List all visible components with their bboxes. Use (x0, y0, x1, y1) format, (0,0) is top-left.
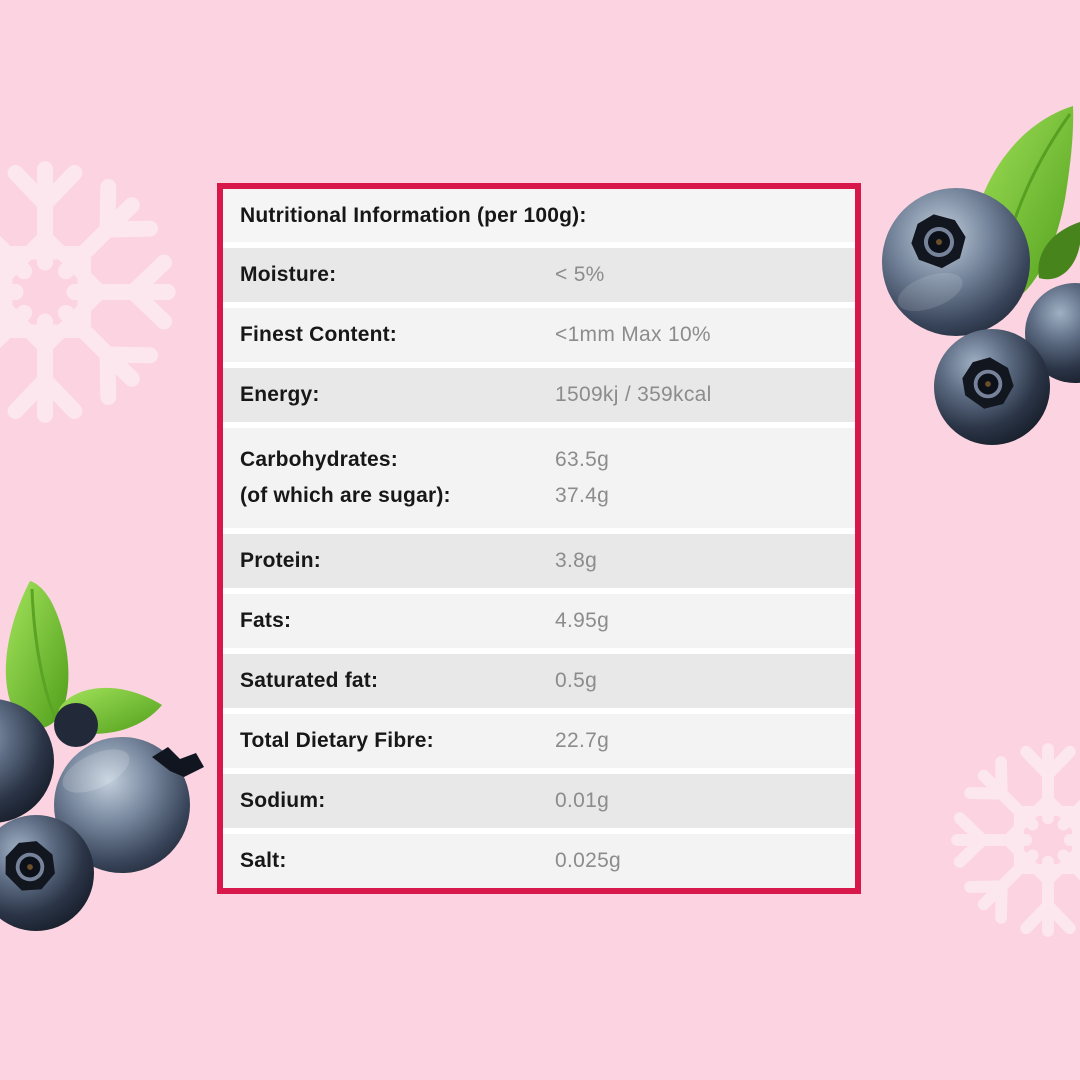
table-row: Saturated fat: 0.5g (223, 654, 855, 708)
table-line: Energy: 1509kj / 359kcal (223, 383, 855, 407)
table-row: Carbohydrates: 63.5g (of which are sugar):… (223, 428, 855, 528)
blueberries-icon (0, 581, 204, 931)
row-value: 4.95g (555, 609, 610, 632)
table-header: Nutritional Information (per 100g): (223, 189, 855, 242)
row-label: Energy: (240, 383, 320, 406)
table-row: Moisture: < 5% (223, 248, 855, 302)
table-row: Total Dietary Fibre: 22.7g (223, 714, 855, 768)
table-line: (of which are sugar): 37.4g (223, 484, 855, 508)
row-label: Saturated fat: (240, 669, 379, 692)
table-row: Finest Content: <1mm Max 10% (223, 308, 855, 362)
row-label: Moisture: (240, 263, 337, 286)
row-value: 22.7g (555, 729, 610, 752)
snowflake-icon (948, 740, 1080, 940)
table-row: Sodium: 0.01g (223, 774, 855, 828)
table-row: Salt: 0.025g (223, 834, 855, 888)
blueberries-icon (882, 106, 1080, 445)
row-label: (of which are sugar): (240, 484, 451, 507)
row-value: 0.5g (555, 669, 598, 692)
row-value: <1mm Max 10% (555, 323, 711, 346)
row-value: 0.025g (555, 849, 622, 872)
table-line: Total Dietary Fibre: 22.7g (223, 729, 855, 753)
table-line: Finest Content: <1mm Max 10% (223, 323, 855, 347)
table-row: Protein: 3.8g (223, 534, 855, 588)
table-row: Fats: 4.95g (223, 594, 855, 648)
row-value: 37.4g (555, 484, 610, 507)
row-label: Sodium: (240, 789, 326, 812)
row-value: 3.8g (555, 549, 598, 572)
table-line: Carbohydrates: 63.5g (223, 448, 855, 472)
table-line: Sodium: 0.01g (223, 789, 855, 813)
row-label: Finest Content: (240, 323, 397, 346)
row-value: 0.01g (555, 789, 610, 812)
row-value: 63.5g (555, 448, 610, 471)
snowflake-icon (0, 157, 180, 427)
row-value: 1509kj / 359kcal (555, 383, 712, 406)
row-label: Protein: (240, 549, 321, 572)
nutrition-table: Nutritional Information (per 100g): Mois… (217, 183, 861, 894)
table-line: Protein: 3.8g (223, 549, 855, 573)
table-line: Moisture: < 5% (223, 263, 855, 287)
row-label: Carbohydrates: (240, 448, 399, 471)
row-label: Total Dietary Fibre: (240, 729, 434, 752)
table-row: Energy: 1509kj / 359kcal (223, 368, 855, 422)
row-value: < 5% (555, 263, 605, 286)
row-label: Fats: (240, 609, 292, 632)
table-line: Salt: 0.025g (223, 849, 855, 873)
table-line: Fats: 4.95g (223, 609, 855, 633)
row-label: Salt: (240, 849, 287, 872)
table-line: Saturated fat: 0.5g (223, 669, 855, 693)
